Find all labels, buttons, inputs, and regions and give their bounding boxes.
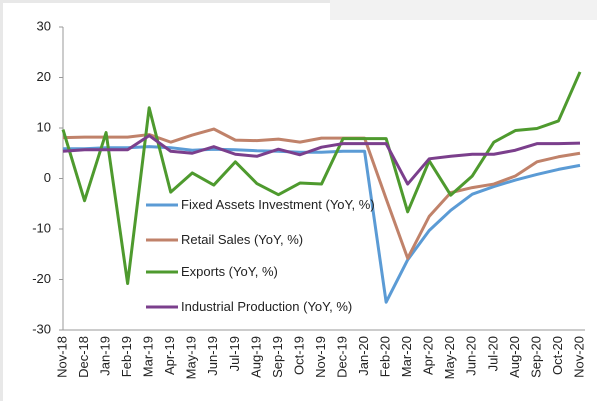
legend-label: Industrial Production (YoY, %)	[181, 299, 353, 314]
x-tick-label: Sep-19	[270, 336, 285, 378]
legend-label: Fixed Assets Investment (YoY, %)	[181, 197, 375, 212]
frame-band	[330, 0, 597, 20]
x-tick-label: Nov-19	[313, 336, 328, 378]
x-tick-label: Jul-20	[485, 336, 500, 371]
x-tick-label: Feb-19	[119, 336, 134, 377]
x-tick-label: Mar-20	[399, 336, 414, 377]
y-tick-label: 30	[37, 18, 51, 33]
x-tick-label: Jul-19	[227, 336, 242, 371]
x-tick-label: Oct-19	[291, 336, 306, 375]
y-tick-label: -20	[32, 271, 51, 286]
x-tick-label: May-20	[442, 336, 457, 379]
x-tick-label: Apr-20	[421, 336, 436, 375]
series-line	[63, 145, 581, 304]
x-tick-label: Dec-18	[76, 336, 91, 378]
x-tick-label: Aug-19	[248, 336, 263, 378]
frame-edge	[0, 0, 597, 3]
x-tick-label: Dec-19	[334, 336, 349, 378]
x-tick-label: Jan-20	[356, 336, 371, 376]
x-tick-label: Jun-20	[464, 336, 479, 376]
x-tick-label: Jun-19	[205, 336, 220, 376]
y-tick-label: -30	[32, 321, 51, 336]
y-tick-label: 10	[37, 119, 51, 134]
y-tick-label: 20	[37, 69, 51, 84]
series-line	[62, 134, 581, 186]
y-tick-label: 0	[44, 170, 51, 185]
x-tick-label: Apr-19	[162, 336, 177, 375]
x-tick-label: Mar-19	[141, 336, 156, 377]
x-tick-label: Sep-20	[528, 336, 543, 378]
x-tick-label: Nov-20	[571, 336, 586, 378]
x-tick-label: Jan-19	[98, 336, 113, 376]
legend-label: Exports (YoY, %)	[181, 264, 278, 279]
x-tick-label: Feb-20	[378, 336, 393, 377]
series-line	[61, 71, 582, 286]
frame-edge	[0, 0, 3, 401]
x-tick-label: May-19	[184, 336, 199, 379]
legend-label: Retail Sales (YoY, %)	[181, 232, 304, 247]
x-tick-label: Oct-20	[550, 336, 565, 375]
x-tick-label: Aug-20	[507, 336, 522, 378]
x-tick-label: Nov-18	[54, 336, 69, 378]
y-tick-label: -10	[32, 220, 51, 235]
